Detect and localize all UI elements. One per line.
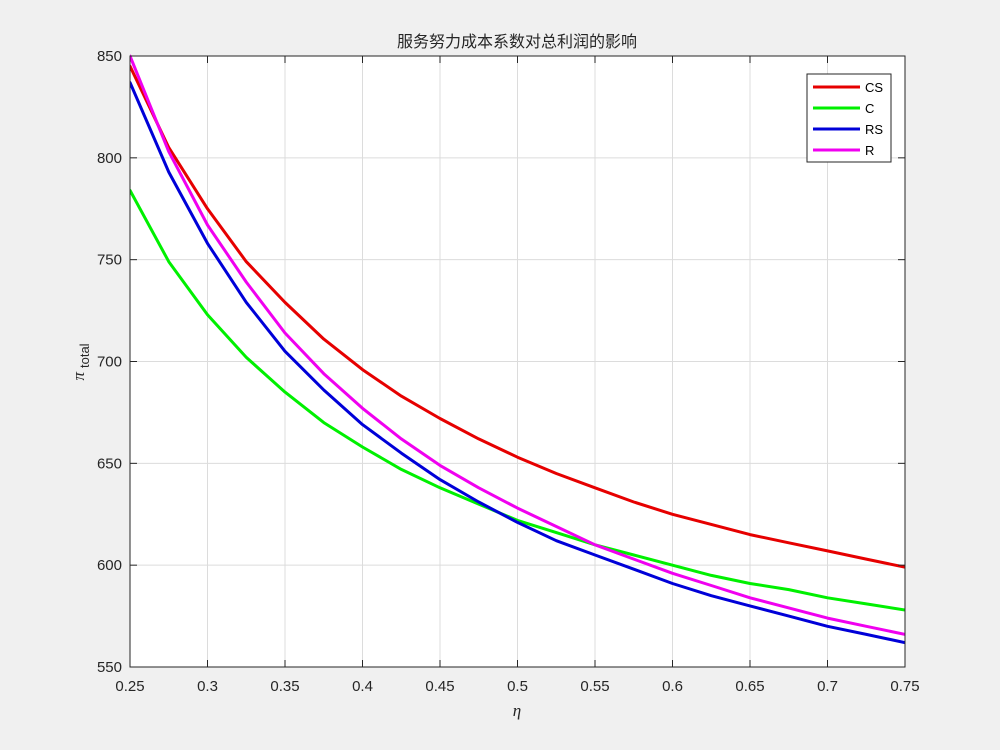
legend-label-r: R (865, 143, 874, 158)
x-tick-label: 0.3 (197, 678, 218, 695)
legend-label-cs: CS (865, 80, 883, 95)
x-tick-label: 0.55 (580, 678, 609, 695)
x-tick-label: 0.75 (890, 678, 919, 695)
legend-label-c: C (865, 101, 874, 116)
legend-box (806, 73, 892, 163)
x-tick-label: 0.25 (115, 678, 144, 695)
y-tick-label: 750 (97, 252, 122, 269)
y-axis-label-main: π (69, 372, 88, 381)
series-line-cs (130, 64, 905, 569)
x-tick-label: 0.4 (352, 678, 373, 695)
axis-ticks: 0.25 0.3 0.35 0.4 0.45 0.5 0.55 0.6 0.65 0.7 0.75 5… (97, 48, 920, 695)
y-tick-label: 600 (97, 557, 122, 574)
x-tick-label: 0.6 (662, 678, 683, 695)
legend-label-rs: RS (865, 122, 883, 137)
legend: CS C RS R (806, 73, 892, 163)
y-axis-label: π total (69, 343, 92, 380)
y-tick-label: 850 (97, 48, 122, 65)
series-line-c (130, 188, 905, 612)
series-line-rs (130, 81, 905, 645)
x-tick-label: 0.7 (817, 678, 838, 695)
y-axis-label-subscript: total (77, 343, 92, 368)
x-tick-label: 0.65 (735, 678, 764, 695)
x-tick-label: 0.45 (425, 678, 454, 695)
y-tick-label: 800 (97, 150, 122, 167)
x-tick-label: 0.35 (270, 678, 299, 695)
series-layer (130, 54, 905, 645)
series-line-r (130, 54, 905, 636)
y-tick-label: 650 (97, 455, 122, 472)
y-tick-label: 550 (97, 659, 122, 676)
x-axis-label: η (513, 701, 521, 720)
chart-title: 服务努力成本系数对总利润的影响 (397, 32, 637, 51)
y-tick-label: 700 (97, 354, 122, 371)
x-tick-label: 0.5 (507, 678, 528, 695)
